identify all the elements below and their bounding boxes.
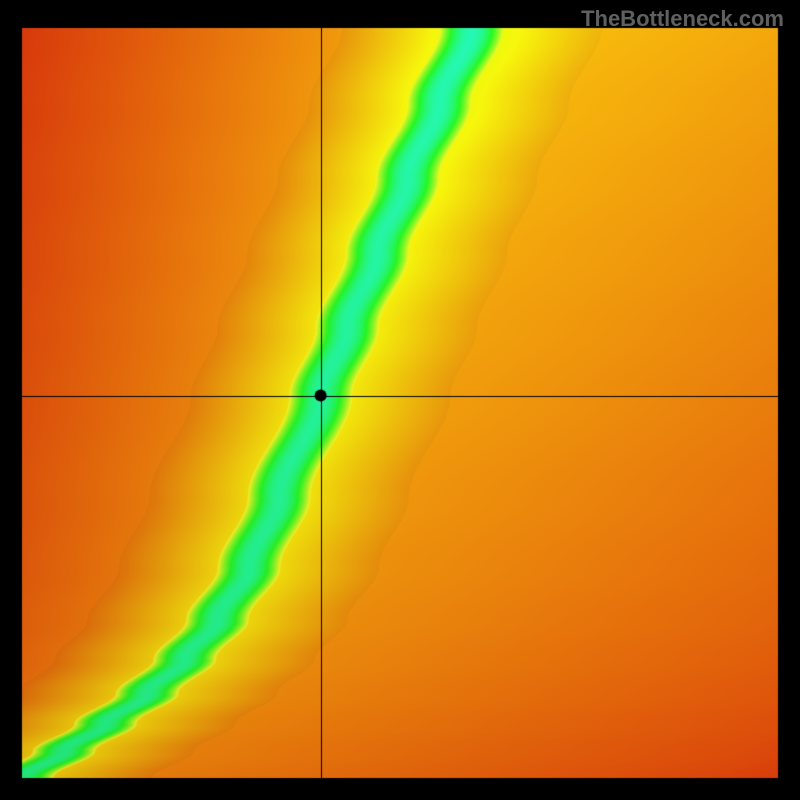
watermark-text: TheBottleneck.com (581, 6, 784, 32)
heatmap-container: TheBottleneck.com (0, 0, 800, 800)
heatmap-canvas (0, 0, 800, 800)
